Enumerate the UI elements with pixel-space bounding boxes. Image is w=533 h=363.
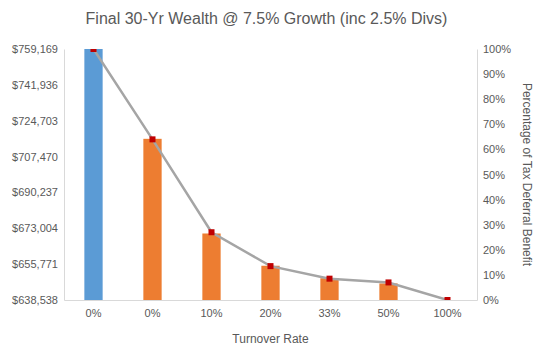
x-tick-label: 100% [433,307,461,319]
y-tick: $759,169 [12,43,64,55]
y-tick: $741,936 [12,79,64,91]
y-tick: $707,470 [12,151,64,163]
x-tick: 50% [377,300,399,319]
x-tick-label: 33% [318,307,340,319]
y-tick-label: $707,470 [12,151,58,163]
x-tick: 0% [145,300,161,319]
x-tick-label: 0% [145,307,161,319]
x-tick: 10% [200,300,222,319]
y2-tick-label: 0% [483,294,499,306]
y2-tick-label: 80% [483,93,505,105]
x-axis: 0% 0% 10% 20% 33% 50% 100% [65,300,478,319]
y2-tick-label: 20% [483,244,505,256]
marker [386,279,392,285]
y-tick-label: $673,004 [12,222,58,234]
y-tick-label: $759,169 [12,43,58,55]
bar [202,233,220,300]
y2-tick-axis-line [477,50,478,301]
x-tick: 100% [433,300,461,319]
marker [91,49,97,52]
y-tick: $638,538 [12,294,64,306]
x-tick-label: 0% [86,307,102,319]
markers [91,49,451,300]
bar [143,139,161,300]
y2-tick-label: 60% [483,143,505,155]
y2-axis: 0% 10% 20% 30% 40% 50% 60% 70% 80% 90% 100% [477,43,511,306]
y2-tick-label: 100% [483,43,511,55]
y2-tick-label: 30% [483,219,505,231]
y2-tick: 80% [477,93,505,105]
marker [327,276,333,282]
y2-tick: 40% [477,194,505,206]
y2-tick-label: 70% [483,118,505,130]
y-tick: $724,703 [12,115,64,127]
y2-tick: 20% [477,244,505,256]
bar [261,266,279,300]
chart: $638,538 $655,771 $673,004 $690,237 $707,470… [0,0,533,363]
marker [209,229,215,235]
x-tick-label: 10% [200,307,222,319]
y-tick-axis-line [64,50,65,301]
y2-tick: 30% [477,219,505,231]
marker [445,297,451,300]
y-tick-label: $724,703 [12,115,58,127]
marker [150,136,156,142]
x-tick: 20% [259,300,281,319]
bar-series [84,49,397,300]
y-tick: $690,237 [12,186,64,198]
line [94,49,448,300]
y-tick: $673,004 [12,222,64,234]
x-tick: 0% [86,300,102,319]
y-axis: $638,538 $655,771 $673,004 $690,237 $707,470… [12,43,64,306]
y2-tick-label: 40% [483,194,505,206]
y2-tick: 50% [477,169,505,181]
title: Final 30-Yr Wealth @ 7.5% Growth (inc 2.… [86,10,448,27]
x-tick-label: 20% [259,307,281,319]
plot-area: $638,538 $655,771 $673,004 $690,237 $707,470… [12,43,511,319]
y-tick-label: $638,538 [12,294,58,306]
y2-tick: 0% [477,294,499,306]
y-tick: $655,771 [12,258,64,270]
x-axis-line [65,300,478,301]
y2-tick: 90% [477,68,505,80]
y-tick-label: $690,237 [12,186,58,198]
y2-tick-label: 10% [483,269,505,281]
y2-tick-label: 90% [483,68,505,80]
bar [84,49,102,300]
marks [84,49,450,300]
y2-tick: 70% [477,118,505,130]
y2-tick-label: 50% [483,169,505,181]
y2-axis-title: Percentage of Tax Deferral Benefit [520,83,533,267]
y-tick-label: $655,771 [12,258,58,270]
x-tick-label: 50% [377,307,399,319]
marker [268,263,274,269]
x-axis-title: Turnover Rate [232,332,309,346]
y2-tick: 100% [477,43,511,55]
y-tick-label: $741,936 [12,79,58,91]
y2-tick: 60% [477,143,505,155]
x-tick: 33% [318,300,340,319]
y2-tick: 10% [477,269,505,281]
bar [379,283,397,300]
